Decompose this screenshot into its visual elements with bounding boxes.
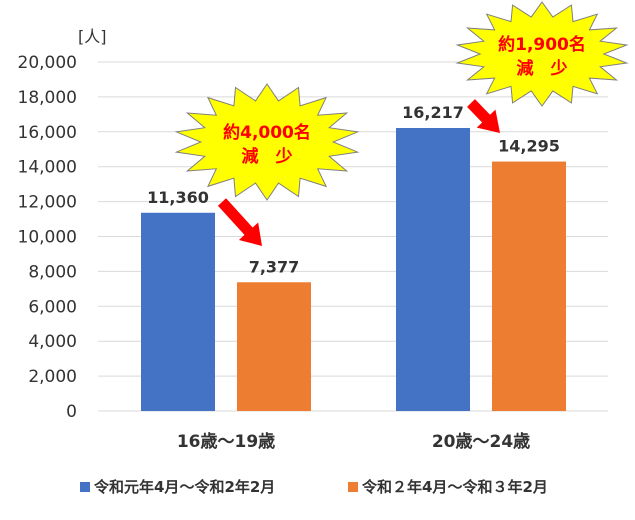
data-labels: 11,360 7,377 16,217 14,295 (147, 103, 560, 276)
arrow-shape (217, 198, 262, 246)
bar (141, 212, 215, 411)
data-label: 7,377 (249, 257, 300, 276)
data-label: 11,360 (147, 188, 209, 207)
arrows (217, 99, 500, 246)
bar (237, 282, 311, 411)
y-tick-label: 8,000 (28, 262, 77, 282)
legend-swatch (348, 482, 358, 492)
legend-label: 令和元年4月～令和2年2月 (94, 478, 275, 496)
x-axis: 16歳～19歳 20歳～24歳 (177, 431, 530, 452)
legend: 令和元年4月～令和2年2月 令和２年4月～令和３年2月 (80, 478, 548, 496)
legend-item: 令和２年4月～令和３年2月 (348, 478, 548, 496)
y-tick-label: 6,000 (28, 297, 77, 317)
y-tick-label: 4,000 (28, 332, 77, 352)
y-tick-label: 0 (66, 402, 77, 422)
y-tick-label: 16,000 (18, 123, 77, 143)
starburst (174, 83, 360, 201)
data-label: 16,217 (402, 103, 464, 122)
y-tick-label: 10,000 (18, 228, 77, 248)
annotation-line1: 約4,000名 (223, 122, 311, 143)
x-tick-label: 20歳～24歳 (432, 431, 530, 452)
y-tick-label: 20,000 (18, 53, 77, 73)
arrow (217, 198, 262, 246)
bar (492, 161, 566, 411)
y-tick-label: 2,000 (28, 367, 77, 387)
x-tick-label: 16歳～19歳 (177, 431, 275, 452)
legend-label: 令和２年4月～令和３年2月 (362, 478, 548, 496)
arrow-shape (467, 99, 500, 133)
annotation-line2: 減 少 (242, 146, 293, 167)
data-label: 14,295 (498, 137, 560, 156)
y-tick-label: 14,000 (18, 158, 77, 178)
y-axis: 0 2,000 4,000 6,000 8,000 10,000 12,000 14,000 1… (18, 53, 77, 422)
legend-swatch (80, 482, 90, 492)
bar (396, 128, 470, 411)
y-unit-label: [人] (78, 27, 107, 46)
y-tick-label: 12,000 (18, 193, 77, 213)
annotation-line2: 減 少 (517, 58, 568, 79)
y-tick-label: 18,000 (18, 88, 77, 108)
annotation-line1: 約1,900名 (498, 34, 586, 55)
bars (141, 128, 566, 411)
arrow (467, 99, 500, 133)
starburst (455, 1, 629, 107)
legend-item: 令和元年4月～令和2年2月 (80, 478, 275, 496)
